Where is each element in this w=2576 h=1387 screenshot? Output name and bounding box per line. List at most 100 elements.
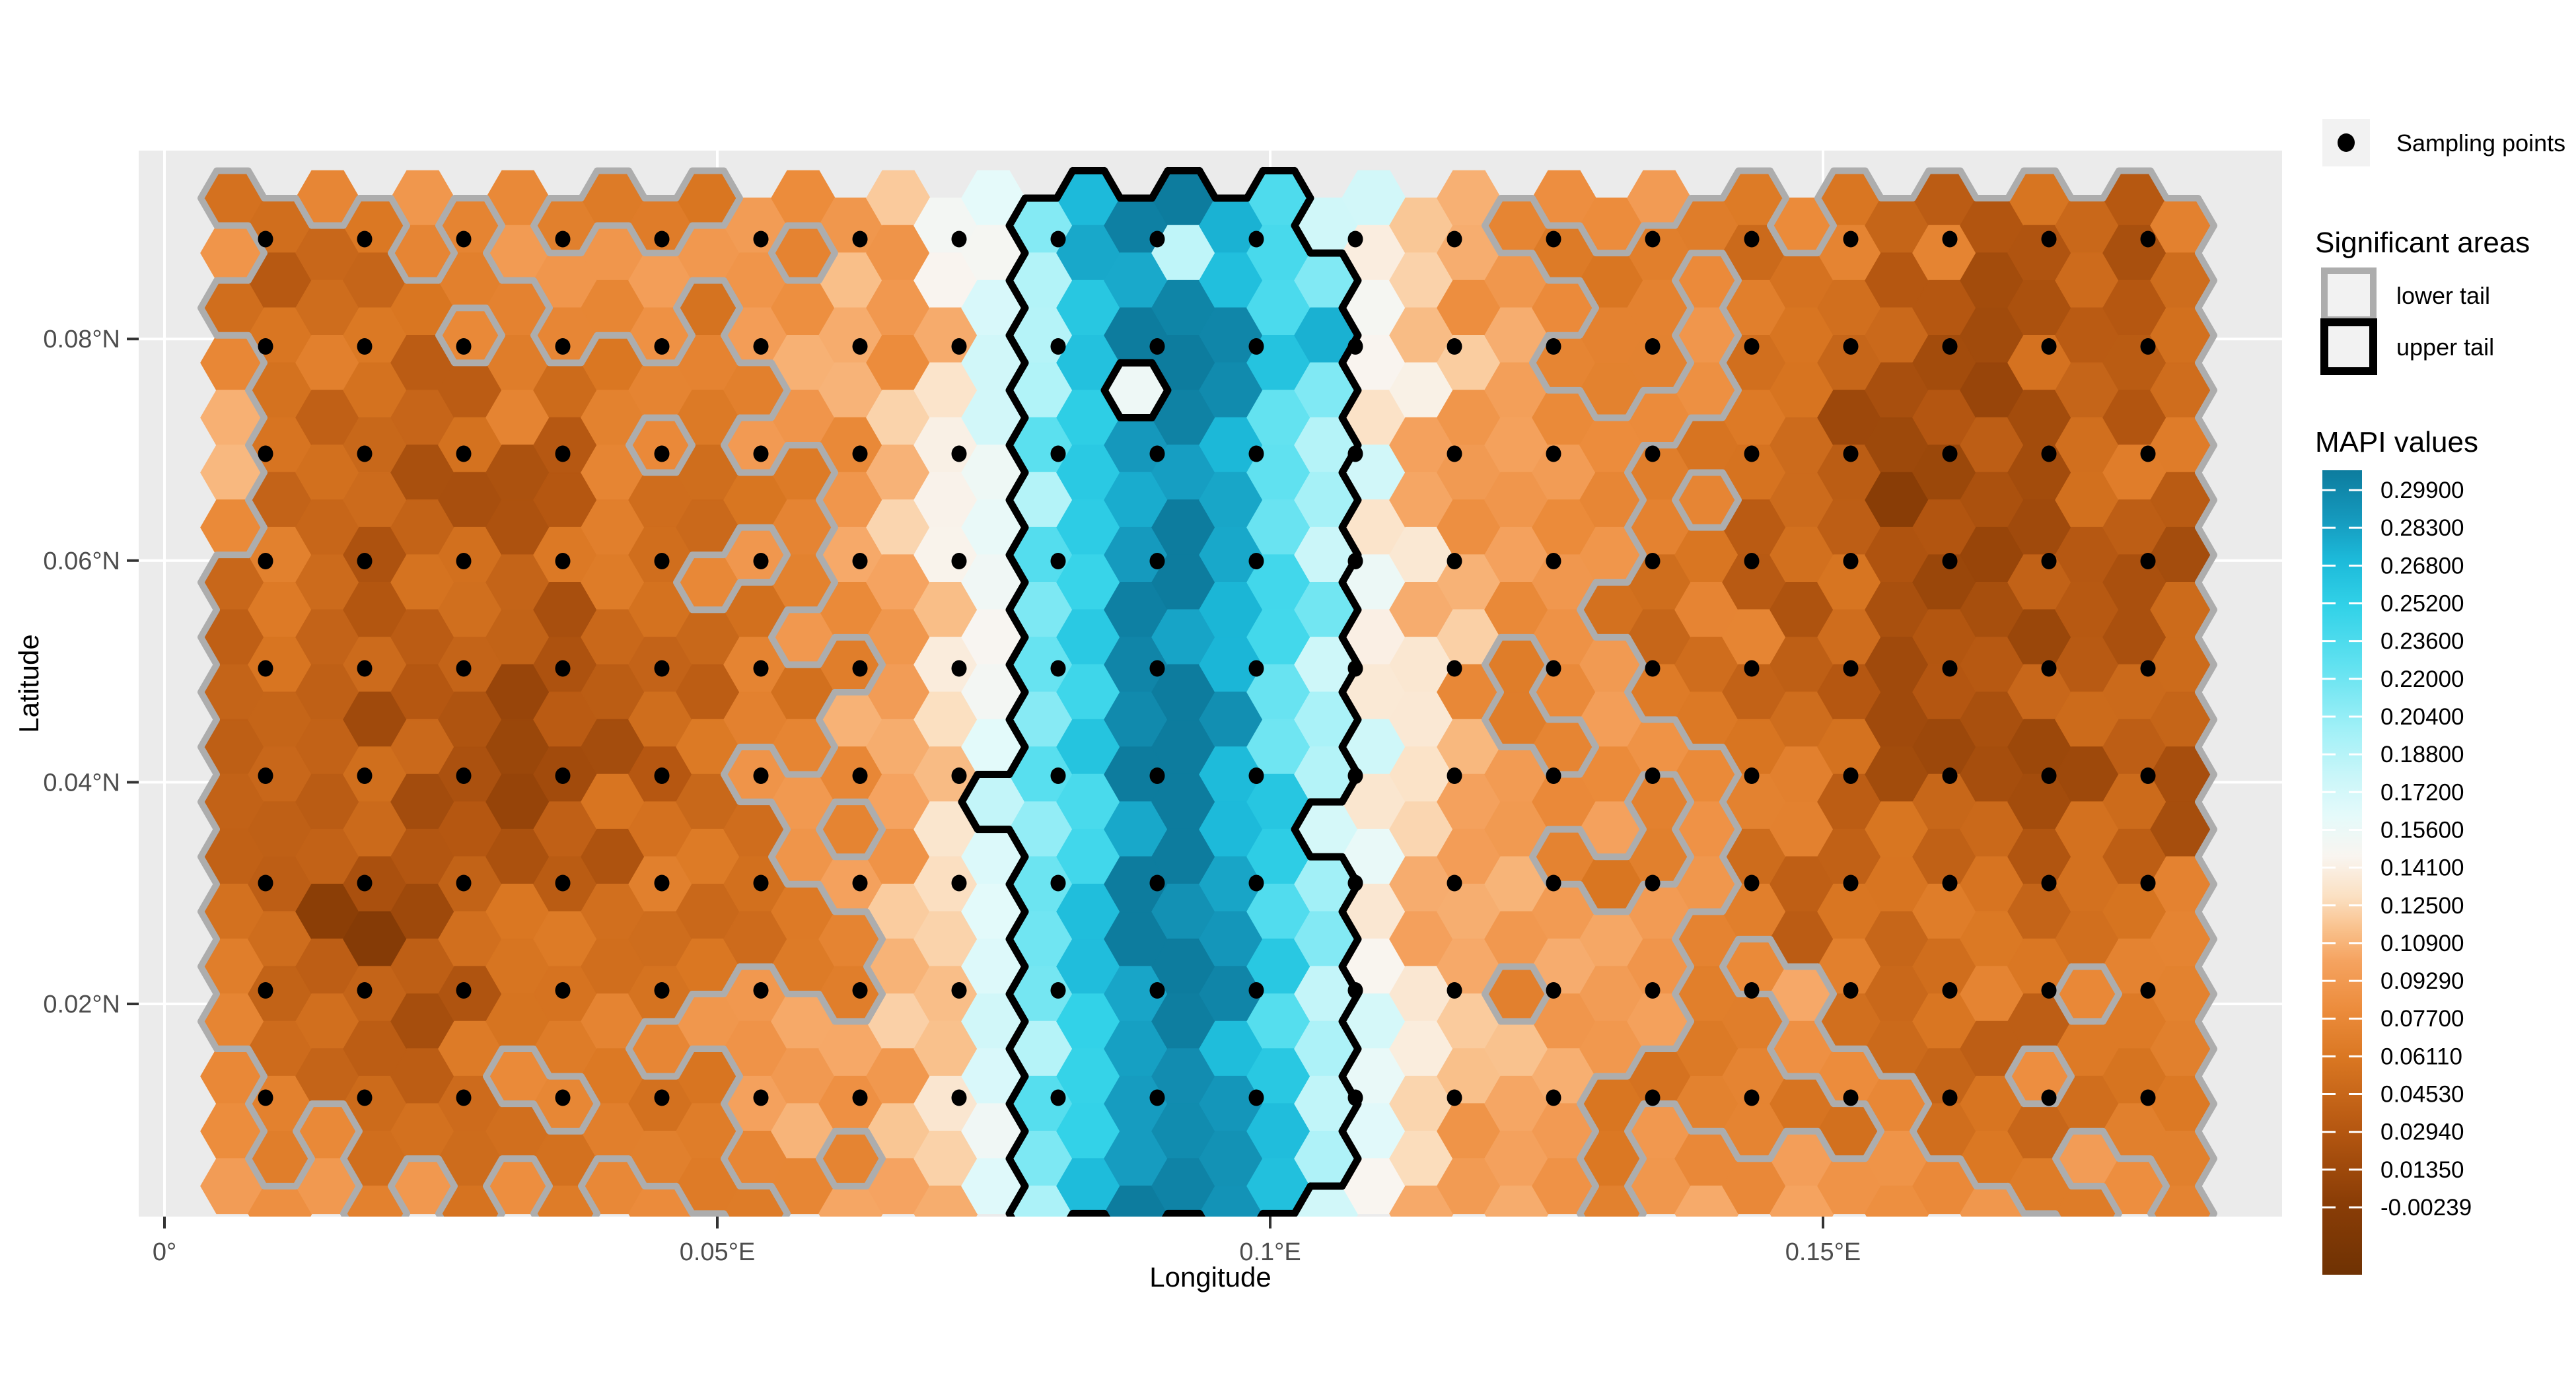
colorbar-tick-label: 0.14100 [2380,855,2464,881]
sampling-point [1149,445,1165,462]
sampling-point [456,338,472,355]
upper-tail-outline [958,166,1362,1217]
sampling-point [1546,553,1561,569]
hex-field [200,170,2215,1217]
sampling-point [654,660,670,677]
sampling-point [1942,1089,1958,1106]
y-tick-label: 0.02°N [43,991,120,1018]
sampling-point [357,874,373,892]
sampling-point [456,1089,472,1106]
sampling-point [951,982,967,999]
sampling-point [258,445,273,462]
sampling-point [1447,874,1462,892]
sampling-point [555,445,571,462]
sampling-point [1843,874,1859,892]
sampling-point [1347,338,1363,355]
lower-tail-outline [197,167,2217,1217]
sampling-point [258,553,273,569]
sampling-point [258,874,273,892]
sampling-point [456,660,472,677]
sampling-point [2041,982,2057,999]
sampling-point [1050,982,1066,999]
colorbar-tick-label: 0.23600 [2380,629,2464,655]
sampling-point [357,445,373,462]
sampling-point [1546,231,1561,248]
sampling-point [852,767,868,784]
sampling-point [2140,445,2156,462]
sampling-point [1546,338,1561,355]
sampling-point [1050,445,1066,462]
colorbar-tick-label: 0.10900 [2380,931,2464,956]
sampling-point [555,982,571,999]
sampling-point [753,553,769,569]
upper-tail-legend-key [2320,318,2377,375]
sampling-point [852,1089,868,1106]
sampling-point [951,1089,967,1106]
sampling-point [258,231,273,248]
sampling-point [1248,445,1264,462]
sampling-point [1050,1089,1066,1106]
sampling-point [852,231,868,248]
sampling-point [1744,767,1760,784]
sampling-point [654,338,670,355]
sampling-point [1050,660,1066,677]
sampling-point [1843,982,1859,999]
sampling-point [1050,553,1066,569]
sampling-point [1248,982,1264,999]
sampling-point [951,767,967,784]
sampling-point [1645,874,1661,892]
significant-areas-title: Significant areas [2315,227,2530,259]
sampling-point [555,874,571,892]
sampling-point [1347,660,1363,677]
sampling-point [1149,660,1165,677]
sampling-point [2140,553,2156,569]
sampling-point [2041,445,2057,462]
sampling-point [1645,982,1661,999]
sampling-point [1843,1089,1859,1106]
sampling-point [951,231,967,248]
sampling-point [2041,231,2057,248]
sampling-point [1050,231,1066,248]
sampling-point [1149,982,1165,999]
sampling-point [1645,231,1661,248]
sampling-point [1050,338,1066,355]
sampling-point [2140,338,2156,355]
sampling-point [456,445,472,462]
sampling-point [852,982,868,999]
sampling-point [1645,767,1661,784]
sampling-point [1347,1089,1363,1106]
sampling-point [1546,1089,1561,1106]
sampling-point [1942,767,1958,784]
sampling-point [1744,660,1760,677]
sampling-point [258,338,273,355]
sampling-legend-label: Sampling points [2396,129,2565,157]
sampling-point [654,445,670,462]
sampling-point [1149,874,1165,892]
sampling-points [258,231,2156,1106]
sampling-point [951,874,967,892]
sampling-point [555,1089,571,1106]
axes: 0° 0.05°E 0.1°E 0.15°E 0.02°N 0.04°N 0.06°N 0.0… [13,326,1861,1293]
x-tick-label: 0.05°E [680,1238,756,1266]
sampling-point [1347,874,1363,892]
sampling-point [1546,874,1561,892]
sampling-point [555,660,571,677]
sampling-point [1149,767,1165,784]
sampling-point [357,982,373,999]
sampling-point [1248,874,1264,892]
x-tick-label: 0° [153,1238,176,1266]
sampling-point [753,231,769,248]
sampling-point [1942,982,1958,999]
sampling-point [1248,660,1264,677]
sampling-point [2140,660,2156,677]
sampling-point [1248,767,1264,784]
colorbar-tick-label: 0.15600 [2380,817,2464,843]
sampling-point [357,660,373,677]
sampling-point [357,553,373,569]
sampling-point [1843,660,1859,677]
sampling-point [1149,231,1165,248]
sampling-point [852,553,868,569]
sampling-point [1347,231,1363,248]
